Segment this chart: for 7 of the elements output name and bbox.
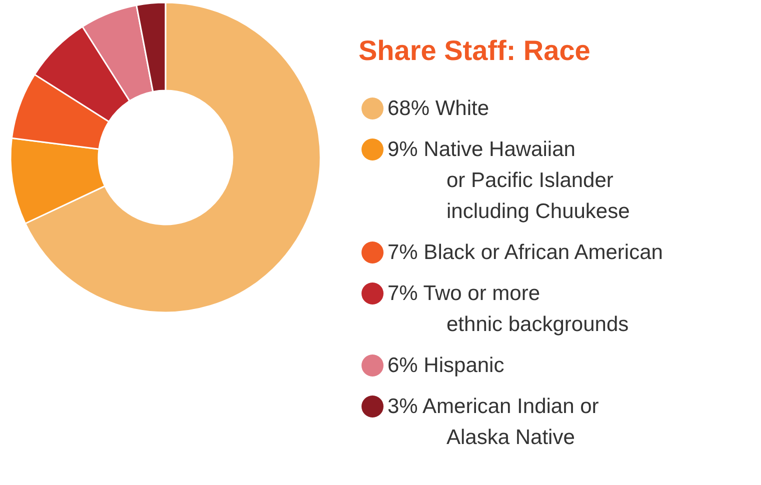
legend-label: 9% Native Hawaiian or Pacific Islander including Chuukese [388, 138, 630, 223]
text: Share Staff: Race [358, 35, 590, 66]
legend-label: 6% Hispanic [388, 354, 504, 377]
legend-label: 7% Black or African American [388, 241, 663, 264]
legend-label: 68% White [388, 97, 490, 120]
legend-label: 7% Two or more ethnic backgrounds [388, 282, 629, 336]
legend-label: 3% American Indian or Alaska Native [388, 395, 599, 449]
